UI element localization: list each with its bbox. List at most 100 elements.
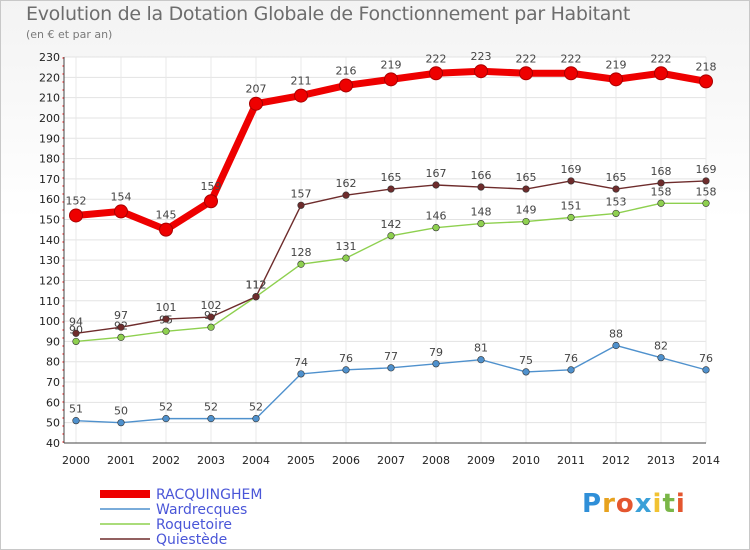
data-point <box>657 199 665 207</box>
data-label: 158 <box>651 185 672 198</box>
x-tick-label: 2010 <box>512 454 540 467</box>
data-label: 157 <box>291 187 312 200</box>
data-point <box>522 217 530 226</box>
y-tick-label: 110 <box>39 295 60 308</box>
data-label: 166 <box>471 169 492 182</box>
data-point <box>387 364 395 372</box>
data-point <box>342 191 350 199</box>
data-label: 77 <box>384 350 398 363</box>
data-point <box>654 66 668 81</box>
data-label: 94 <box>69 315 83 328</box>
data-point <box>342 366 350 374</box>
data-point <box>522 368 530 376</box>
data-point <box>702 366 710 374</box>
data-label: 165 <box>516 171 537 184</box>
data-point <box>387 232 395 240</box>
data-label: 222 <box>516 52 537 65</box>
data-label: 169 <box>696 163 717 176</box>
data-point <box>432 224 440 232</box>
y-tick-label: 60 <box>46 396 60 409</box>
data-point <box>252 415 260 423</box>
y-tick-label: 120 <box>39 274 60 287</box>
data-point <box>432 181 440 189</box>
legend-label: RACQUINGHEM <box>156 487 262 503</box>
data-point <box>519 66 533 81</box>
data-label: 158 <box>696 185 717 198</box>
chart-title: Evolution de la Dotation Globale de Fonc… <box>26 3 631 25</box>
y-tick-label: 70 <box>46 376 60 389</box>
data-point <box>384 72 398 87</box>
y-tick-label: 170 <box>39 173 60 186</box>
data-label: 222 <box>561 52 582 65</box>
series-quiestède: 94 97 101 102 112 157 162 165 167 166 165 169 165 168… <box>69 163 717 337</box>
data-label: 76 <box>339 352 353 365</box>
logo-letter: t <box>662 489 676 519</box>
data-label: 128 <box>291 246 312 259</box>
data-label: 148 <box>471 206 492 219</box>
data-label: 223 <box>471 50 492 63</box>
data-point <box>342 254 350 262</box>
data-label: 97 <box>114 309 128 322</box>
logo-letter: P <box>582 489 603 519</box>
data-label: 52 <box>159 401 173 414</box>
x-tick-label: 2008 <box>422 454 450 467</box>
data-label: 146 <box>426 210 447 223</box>
data-point <box>297 370 305 378</box>
logo-letter: o <box>615 489 635 519</box>
data-label: 81 <box>474 342 488 355</box>
plot-area <box>64 57 706 443</box>
data-label: 50 <box>114 405 128 418</box>
y-tick-label: 200 <box>39 112 60 125</box>
data-point <box>162 315 170 323</box>
data-label: 168 <box>651 165 672 178</box>
data-point <box>432 360 440 368</box>
y-tick-label: 210 <box>39 92 60 105</box>
y-tick-label: 50 <box>46 417 60 430</box>
data-label: 52 <box>249 401 263 414</box>
x-tick-label: 2006 <box>332 454 360 467</box>
data-point <box>474 64 488 79</box>
y-tick-label: 160 <box>39 193 60 206</box>
data-label: 82 <box>654 340 668 353</box>
data-point <box>249 96 263 111</box>
data-label: 112 <box>246 279 267 292</box>
logo-letter: i <box>675 489 686 519</box>
x-tick-label: 2013 <box>647 454 675 467</box>
y-tick-label: 140 <box>39 234 60 247</box>
data-label: 222 <box>426 52 447 65</box>
data-label: 207 <box>246 83 267 96</box>
data-label: 216 <box>336 64 357 77</box>
proxiti-logo: Proxiti <box>582 489 686 519</box>
x-tick-label: 2003 <box>197 454 225 467</box>
data-point <box>657 179 665 187</box>
data-label: 76 <box>564 352 578 365</box>
data-point <box>69 208 83 223</box>
data-point <box>339 78 353 93</box>
x-tick-label: 2011 <box>557 454 585 467</box>
legend-label: Quiestède <box>156 532 227 548</box>
legend-label: Roquetoire <box>156 517 232 533</box>
data-point <box>477 356 485 364</box>
data-point <box>72 337 80 346</box>
data-point <box>207 415 215 423</box>
x-tick-label: 2012 <box>602 454 630 467</box>
data-point <box>522 185 530 193</box>
data-label: 131 <box>336 240 357 253</box>
y-tick-label: 180 <box>39 153 60 166</box>
data-label: 153 <box>606 195 627 208</box>
x-tick-label: 2000 <box>62 454 90 467</box>
data-point <box>114 204 128 219</box>
data-point <box>72 417 80 425</box>
x-tick-label: 2004 <box>242 454 270 467</box>
data-label: 102 <box>201 299 222 312</box>
data-point <box>429 66 443 81</box>
data-point <box>567 366 575 374</box>
data-point <box>162 415 170 423</box>
data-point <box>612 209 620 218</box>
data-label: 211 <box>291 75 312 88</box>
data-label: 162 <box>336 177 357 190</box>
data-label: 88 <box>609 327 623 340</box>
data-label: 169 <box>561 163 582 176</box>
y-tick-label: 220 <box>39 71 60 84</box>
